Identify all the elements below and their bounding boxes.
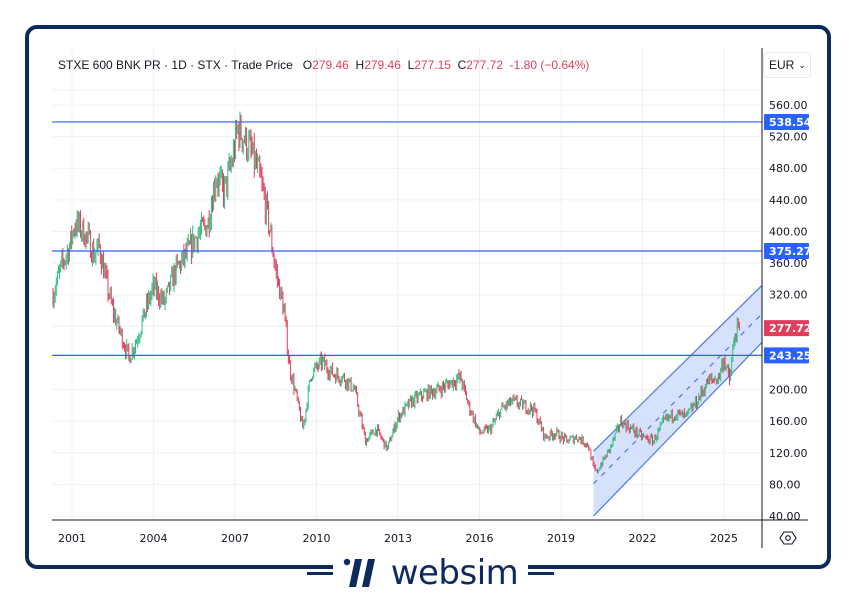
- websim-slash-logo-icon: [343, 558, 375, 587]
- low-label: L: [407, 58, 415, 72]
- svg-text:2001: 2001: [58, 532, 86, 545]
- price-axis[interactable]: 560.00 520.00 480.00 440.00 400.00 360.00 320.…: [769, 99, 808, 523]
- high-label: H: [355, 58, 365, 72]
- svg-text:2013: 2013: [384, 532, 412, 545]
- candlestick-series: [52, 111, 740, 474]
- horizontal-line-drawings[interactable]: [52, 121, 762, 356]
- currency-value: EUR: [769, 58, 795, 72]
- open-value: 279.46: [312, 58, 349, 72]
- interval-label[interactable]: 1D: [171, 58, 187, 72]
- svg-text:2019: 2019: [547, 532, 575, 545]
- change-value: -1.80 (−0.64%): [509, 58, 590, 72]
- svg-text:560.00: 560.00: [769, 99, 808, 112]
- brand-divider-left: [306, 571, 333, 575]
- svg-text:375.27: 375.27: [769, 245, 811, 258]
- price-axis-tags: 538.54 375.27 243.25 277.72: [764, 113, 812, 364]
- svg-text:243.25: 243.25: [769, 349, 811, 362]
- svg-text:120.00: 120.00: [769, 447, 808, 460]
- svg-text:2025: 2025: [710, 532, 738, 545]
- svg-text:520.00: 520.00: [769, 131, 808, 144]
- svg-text:440.00: 440.00: [769, 194, 808, 207]
- svg-text:2004: 2004: [140, 532, 168, 545]
- symbol-name[interactable]: STXE 600 BNK PR: [58, 58, 161, 72]
- currency-selector[interactable]: EUR ⌄: [763, 52, 811, 78]
- svg-text:360.00: 360.00: [769, 257, 808, 270]
- svg-text:160.00: 160.00: [769, 415, 808, 428]
- close-value: 277.72: [466, 58, 503, 72]
- chart-grid: [52, 48, 762, 520]
- settings-hexagon-icon: [779, 531, 797, 545]
- chart-legend: STXE 600 BNK PR · 1D · STX · Trade Price…: [58, 58, 589, 72]
- svg-text:40.00: 40.00: [769, 510, 801, 523]
- brand-name: websim: [390, 553, 519, 593]
- legend-separator: ·: [186, 58, 198, 72]
- svg-text:2007: 2007: [221, 532, 249, 545]
- svg-text:200.00: 200.00: [769, 384, 808, 397]
- brand-divider-right: [528, 571, 555, 575]
- chart-axes: [52, 48, 808, 548]
- exchange-label: STX: [197, 58, 221, 72]
- svg-text:2010: 2010: [303, 532, 331, 545]
- svg-text:400.00: 400.00: [769, 225, 808, 238]
- time-axis[interactable]: 2001 2004 2007 2010 2013 2016 2019 2022 2025: [58, 532, 738, 545]
- brand-footer: websim: [0, 548, 861, 598]
- high-value: 279.46: [364, 58, 401, 72]
- svg-text:480.00: 480.00: [769, 162, 808, 175]
- svg-text:320.00: 320.00: [769, 289, 808, 302]
- close-label: C: [457, 58, 467, 72]
- brand-logo: websim: [332, 551, 529, 595]
- low-value: 277.15: [414, 58, 451, 72]
- svg-text:538.54: 538.54: [769, 116, 812, 129]
- svg-text:2016: 2016: [466, 532, 494, 545]
- chart-settings-button[interactable]: [779, 529, 797, 547]
- open-label: O: [302, 58, 313, 72]
- legend-separator: ·: [220, 58, 232, 72]
- chevron-down-icon: ⌄: [798, 59, 806, 70]
- svg-text:277.72: 277.72: [769, 322, 811, 335]
- legend-separator: ·: [160, 58, 172, 72]
- svg-text:80.00: 80.00: [769, 478, 801, 491]
- svg-text:2022: 2022: [629, 532, 657, 545]
- price-type-label: Trade Price: [231, 58, 293, 72]
